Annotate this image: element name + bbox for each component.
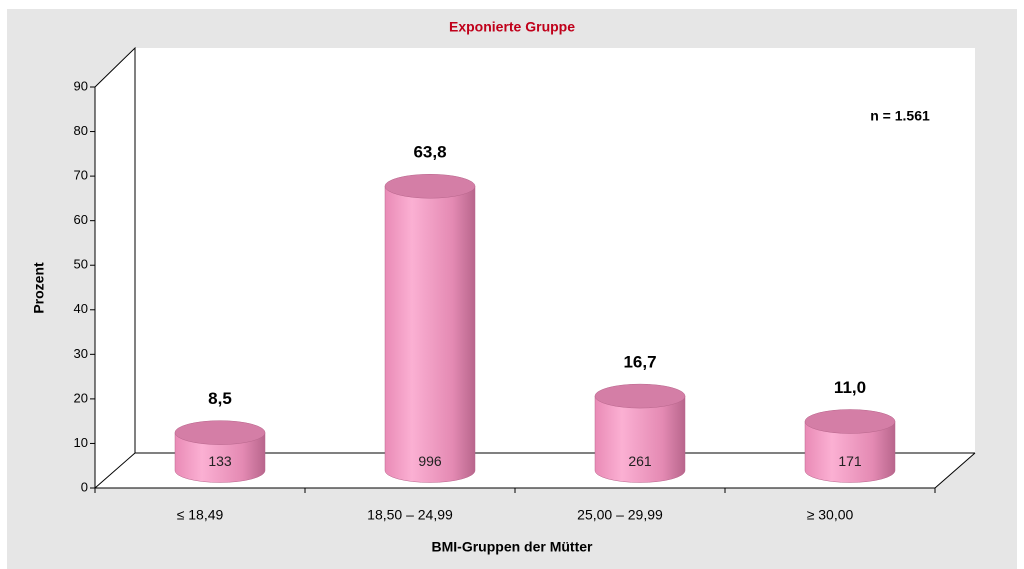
value-label: 16,7 [623,353,656,372]
back-wall-edge [94,46,975,454]
value-label: 11,0 [834,378,866,397]
cylinder-top [384,173,476,199]
y-tick-label: 40 [74,301,88,316]
x-tick-label: 25,00 – 29,99 [577,507,663,523]
y-tick-label: 80 [74,123,88,138]
x-tick-label: ≥ 30,00 [807,507,854,523]
count-label: 133 [208,453,232,469]
y-tick-label: 0 [81,479,88,494]
cylinder-body [174,432,266,483]
x-tick-label: 18,50 – 24,99 [367,507,453,523]
count-label: 996 [418,453,442,469]
chart-title: Exponierte Gruppe [449,19,575,35]
cylinder-top [174,420,266,445]
count-label: 261 [628,453,652,469]
value-label: 8,5 [208,389,232,408]
cylinder-top [594,383,686,409]
y-tick-label: 10 [74,435,88,450]
y-tick-label: 30 [74,346,88,361]
y-tick-label: 20 [74,390,88,405]
y-tick-label: 60 [74,212,88,227]
y-tick-label: 70 [74,168,88,183]
y-tick-label: 90 [74,78,88,93]
y-tick-label: 50 [74,257,88,272]
annotation: n = 1.561 [870,108,930,124]
cylinder-body [594,395,686,483]
y-axis-title: Prozent [31,262,47,314]
x-tick-label: ≤ 18,49 [177,507,224,523]
plot-area [95,48,975,488]
cylinder-body [384,185,476,483]
cylinder-body [804,421,896,483]
x-axis-title: BMI-Gruppen der Mütter [432,539,594,555]
floor-edge [934,452,976,489]
value-label: 63,8 [413,143,446,162]
cylinder-top [804,409,896,434]
count-label: 171 [838,453,862,469]
floor-edge [94,452,136,489]
